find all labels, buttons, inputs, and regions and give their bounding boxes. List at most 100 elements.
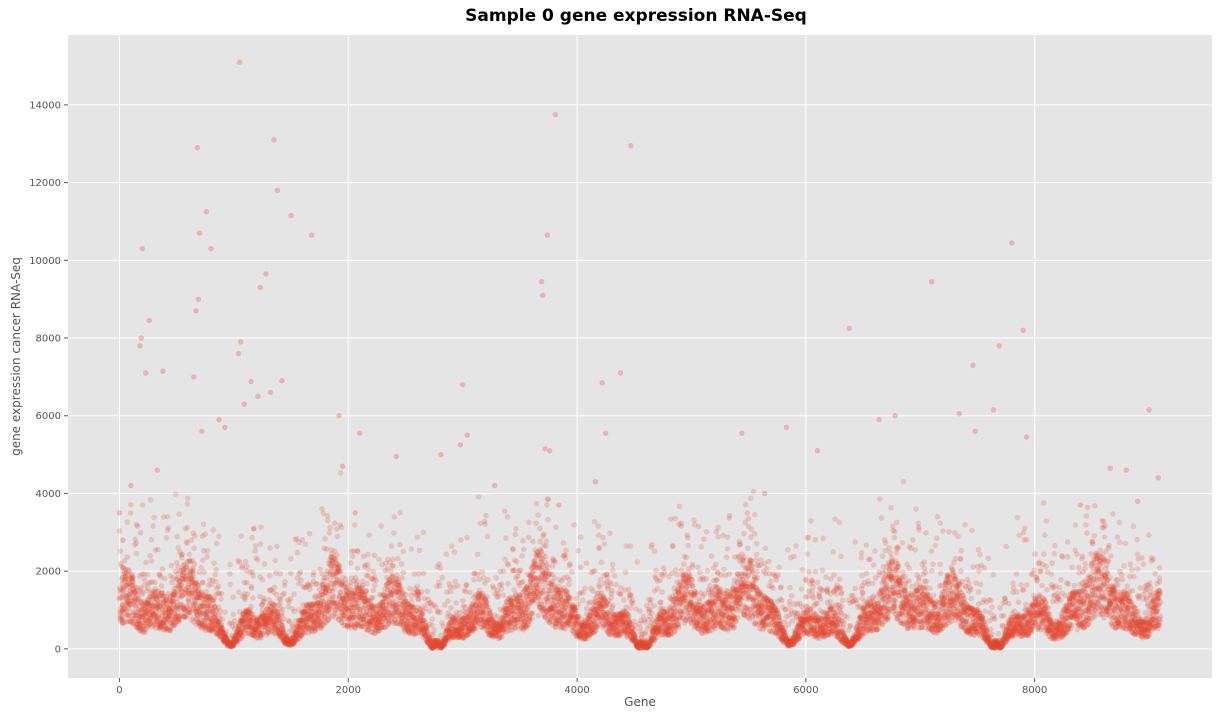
scatter-point xyxy=(176,616,183,623)
scatter-point xyxy=(149,621,155,627)
scatter-point xyxy=(198,603,204,609)
scatter-point xyxy=(180,577,186,583)
scatter-point xyxy=(291,591,297,597)
scatter-point xyxy=(154,597,160,603)
scatter-point xyxy=(138,628,145,634)
scatter-point xyxy=(185,590,192,597)
scatter-point xyxy=(139,611,145,618)
scatter-point xyxy=(135,625,141,631)
scatter-point xyxy=(482,521,489,527)
scatter-point xyxy=(147,579,153,586)
scatter-point xyxy=(147,614,154,620)
scatter-point xyxy=(169,617,175,624)
scatter-point xyxy=(170,596,176,602)
scatter-point xyxy=(211,560,217,566)
scatter-point xyxy=(210,527,216,533)
scatter-point xyxy=(158,623,164,630)
scatter-point xyxy=(134,620,140,627)
scatter-point xyxy=(502,508,508,514)
scatter-point xyxy=(191,580,197,587)
scatter-point xyxy=(142,605,148,612)
scatter-point xyxy=(184,558,190,565)
scatter-point xyxy=(120,592,127,598)
scatter-point xyxy=(164,615,171,622)
scatter-point xyxy=(178,612,184,618)
scatter-point xyxy=(400,548,407,555)
scatter-point xyxy=(122,574,128,580)
scatter-point xyxy=(171,613,178,619)
scatter-point xyxy=(370,587,377,593)
scatter-point xyxy=(551,575,558,581)
scatter-point xyxy=(136,573,143,579)
scatter-point xyxy=(117,587,123,593)
scatter-point xyxy=(154,593,161,600)
scatter-point xyxy=(670,543,676,550)
scatter-point xyxy=(242,558,249,565)
scatter-point xyxy=(119,601,126,608)
scatter-point xyxy=(144,618,150,624)
scatter-point xyxy=(194,608,200,614)
scatter-point xyxy=(188,568,194,575)
scatter-point xyxy=(178,582,185,588)
scatter-point xyxy=(130,615,137,622)
scatter-point xyxy=(183,576,190,583)
scatter-point xyxy=(148,536,155,543)
scatter-point xyxy=(259,577,266,583)
scatter-point xyxy=(227,581,234,588)
scatter-point xyxy=(132,595,139,602)
scatter-point xyxy=(168,608,174,614)
scatter-point xyxy=(126,576,132,583)
scatter-point xyxy=(196,620,202,626)
scatter-point xyxy=(170,599,176,605)
scatter-point xyxy=(140,629,147,636)
scatter-point xyxy=(138,607,145,614)
scatter-point xyxy=(129,620,135,626)
scatter-point xyxy=(128,576,135,583)
scatter-point xyxy=(400,569,407,576)
scatter-point xyxy=(200,602,206,609)
scatter-point xyxy=(148,590,154,597)
scatter-point xyxy=(167,627,174,633)
scatter-point xyxy=(128,618,134,624)
scatter-point xyxy=(129,579,136,585)
scatter-point xyxy=(121,578,127,584)
scatter-point xyxy=(190,579,196,586)
scatter-point xyxy=(160,514,167,520)
scatter-point xyxy=(184,603,190,610)
scatter-point xyxy=(212,578,219,585)
scatter-point xyxy=(197,611,204,618)
scatter-point xyxy=(128,575,135,582)
scatter-point xyxy=(156,624,162,631)
scatter-point xyxy=(182,576,188,583)
scatter-point xyxy=(577,534,584,540)
scatter-point xyxy=(138,614,144,620)
scatter-point xyxy=(179,575,186,582)
scatter-point xyxy=(179,575,185,582)
scatter-point xyxy=(287,595,294,602)
scatter-point xyxy=(199,595,206,602)
scatter-point xyxy=(183,539,190,545)
scatter-point xyxy=(156,571,162,577)
scatter-point xyxy=(155,546,161,553)
scatter-point xyxy=(118,586,125,593)
scatter-point xyxy=(571,522,577,528)
scatter-point xyxy=(136,621,142,627)
scatter-point xyxy=(148,558,155,564)
scatter-point xyxy=(181,605,187,612)
scatter-point xyxy=(152,585,159,592)
scatter-point xyxy=(604,574,611,580)
scatter-point xyxy=(526,519,532,526)
scatter-point xyxy=(135,624,142,631)
scatter-point xyxy=(391,530,397,536)
scatter-point xyxy=(131,598,138,604)
scatter-point xyxy=(533,520,539,526)
scatter-point xyxy=(194,594,201,600)
scatter-point xyxy=(430,631,437,638)
scatter-point xyxy=(648,596,654,603)
scatter-point xyxy=(137,626,144,632)
scatter-point xyxy=(351,522,358,528)
scatter-point xyxy=(365,551,371,558)
scatter-point xyxy=(471,576,477,583)
scatter-point xyxy=(140,622,147,629)
scatter-point xyxy=(132,589,138,596)
